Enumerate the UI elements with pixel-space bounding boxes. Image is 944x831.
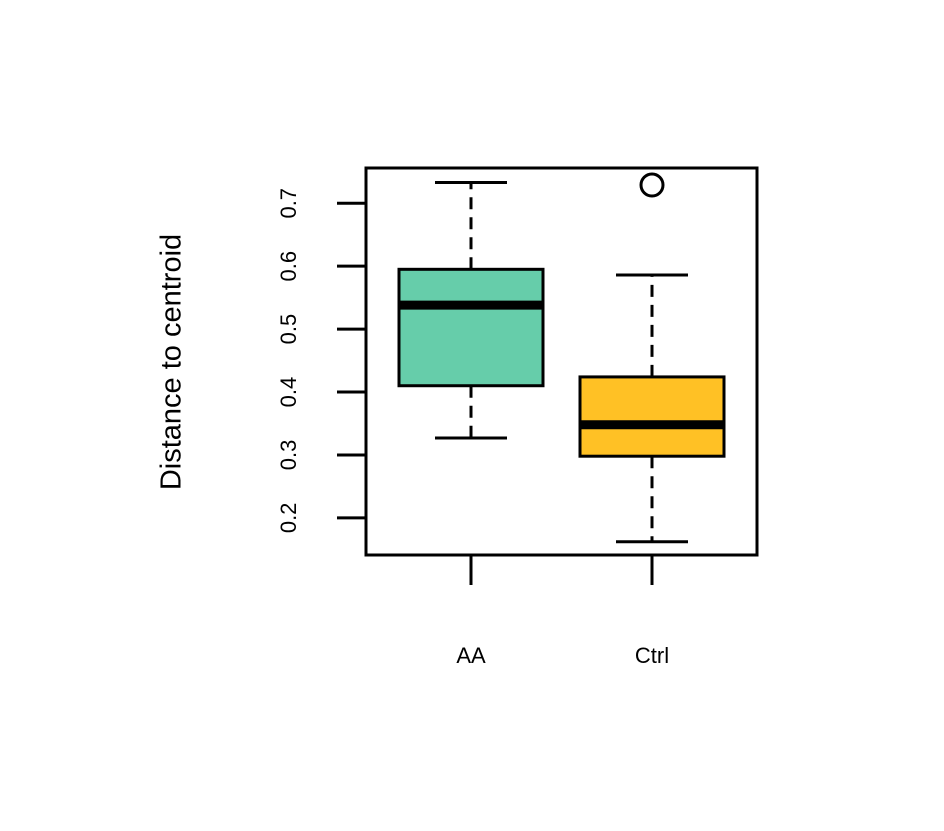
x-tick-label: AA [456, 643, 486, 668]
y-tick-label: 0.3 [276, 440, 301, 471]
box [578, 375, 726, 458]
y-tick-label: 0.7 [276, 188, 301, 219]
y-tick-label: 0.5 [276, 314, 301, 345]
y-axis-label: Distance to centroid [156, 234, 188, 490]
y-tick-label: 0.6 [276, 251, 301, 282]
plot-frame [364, 166, 759, 557]
y-tick-label: 0.2 [276, 503, 301, 534]
y-tick-label: 0.4 [276, 377, 301, 408]
outlier [639, 172, 665, 198]
x-tick-label: Ctrl [635, 643, 669, 668]
box [397, 267, 545, 388]
